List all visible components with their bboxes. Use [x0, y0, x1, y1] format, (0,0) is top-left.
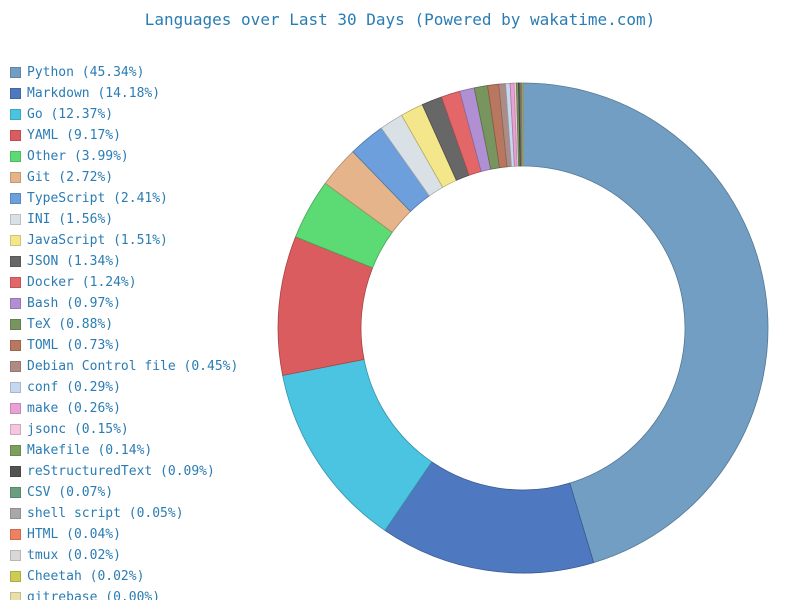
legend-swatch: [10, 88, 21, 99]
legend-label: CSV (0.07%): [27, 485, 114, 500]
legend-item-tex: TeX (0.88%): [10, 314, 238, 335]
legend-swatch: [10, 445, 21, 456]
legend-label: jsonc (0.15%): [27, 422, 129, 437]
legend-label: TypeScript (2.41%): [27, 191, 168, 206]
legend-item-restructuredtext: reStructuredText (0.09%): [10, 461, 238, 482]
legend-label: Git (2.72%): [27, 170, 114, 185]
legend-label: reStructuredText (0.09%): [27, 464, 215, 479]
legend-swatch: [10, 550, 21, 561]
legend: Python (45.34%) Markdown (14.18%) Go (12.3…: [10, 62, 238, 600]
legend-swatch: [10, 529, 21, 540]
legend-label: TOML (0.73%): [27, 338, 121, 353]
legend-item-docker: Docker (1.24%): [10, 272, 238, 293]
legend-swatch: [10, 298, 21, 309]
legend-swatch: [10, 382, 21, 393]
legend-swatch: [10, 592, 21, 600]
legend-item-debian-control-file: Debian Control file (0.45%): [10, 356, 238, 377]
legend-swatch: [10, 424, 21, 435]
legend-item-ini: INI (1.56%): [10, 209, 238, 230]
legend-item-shell-script: shell script (0.05%): [10, 503, 238, 524]
legend-label: YAML (9.17%): [27, 128, 121, 143]
legend-item-toml: TOML (0.73%): [10, 335, 238, 356]
legend-item-javascript: JavaScript (1.51%): [10, 230, 238, 251]
legend-label: JavaScript (1.51%): [27, 233, 168, 248]
legend-label: Go (12.37%): [27, 107, 114, 122]
legend-swatch: [10, 508, 21, 519]
legend-label: gitrebase (0.00%): [27, 590, 161, 600]
legend-swatch: [10, 361, 21, 372]
legend-item-csv: CSV (0.07%): [10, 482, 238, 503]
legend-swatch: [10, 67, 21, 78]
legend-label: Cheetah (0.02%): [27, 569, 145, 584]
slice-python: [522, 82, 769, 564]
legend-swatch: [10, 487, 21, 498]
legend-swatch: [10, 235, 21, 246]
legend-item-json: JSON (1.34%): [10, 251, 238, 272]
legend-label: Debian Control file (0.45%): [27, 359, 239, 374]
legend-item-yaml: YAML (9.17%): [10, 125, 238, 146]
legend-label: Makefile (0.14%): [27, 443, 153, 458]
legend-swatch: [10, 214, 21, 225]
legend-label: HTML (0.04%): [27, 527, 121, 542]
legend-swatch: [10, 340, 21, 351]
legend-item-python: Python (45.34%): [10, 62, 238, 83]
legend-swatch: [10, 277, 21, 288]
legend-item-go: Go (12.37%): [10, 104, 238, 125]
legend-label: Python (45.34%): [27, 65, 145, 80]
legend-label: conf (0.29%): [27, 380, 121, 395]
legend-item-html: HTML (0.04%): [10, 524, 238, 545]
legend-label: JSON (1.34%): [27, 254, 121, 269]
legend-swatch: [10, 466, 21, 477]
legend-item-bash: Bash (0.97%): [10, 293, 238, 314]
legend-swatch: [10, 130, 21, 141]
legend-swatch: [10, 256, 21, 267]
legend-swatch: [10, 403, 21, 414]
legend-item-typescript: TypeScript (2.41%): [10, 188, 238, 209]
legend-item-jsonc: jsonc (0.15%): [10, 419, 238, 440]
legend-item-gitrebase: gitrebase (0.00%): [10, 587, 238, 600]
legend-label: make (0.26%): [27, 401, 121, 416]
legend-item-cheetah: Cheetah (0.02%): [10, 566, 238, 587]
legend-item-make: make (0.26%): [10, 398, 238, 419]
legend-label: shell script (0.05%): [27, 506, 184, 521]
legend-label: Bash (0.97%): [27, 296, 121, 311]
legend-label: TeX (0.88%): [27, 317, 114, 332]
legend-item-git: Git (2.72%): [10, 167, 238, 188]
legend-item-makefile: Makefile (0.14%): [10, 440, 238, 461]
legend-swatch: [10, 109, 21, 120]
legend-swatch: [10, 571, 21, 582]
legend-item-markdown: Markdown (14.18%): [10, 83, 238, 104]
legend-swatch: [10, 172, 21, 183]
legend-label: tmux (0.02%): [27, 548, 121, 563]
legend-item-tmux: tmux (0.02%): [10, 545, 238, 566]
chart-title: Languages over Last 30 Days (Powered by …: [144, 10, 656, 29]
legend-label: Docker (1.24%): [27, 275, 137, 290]
legend-swatch: [10, 319, 21, 330]
legend-swatch: [10, 193, 21, 204]
legend-item-conf: conf (0.29%): [10, 377, 238, 398]
legend-item-other: Other (3.99%): [10, 146, 238, 167]
legend-swatch: [10, 151, 21, 162]
legend-label: INI (1.56%): [27, 212, 114, 227]
legend-label: Other (3.99%): [27, 149, 129, 164]
legend-label: Markdown (14.18%): [27, 86, 161, 101]
